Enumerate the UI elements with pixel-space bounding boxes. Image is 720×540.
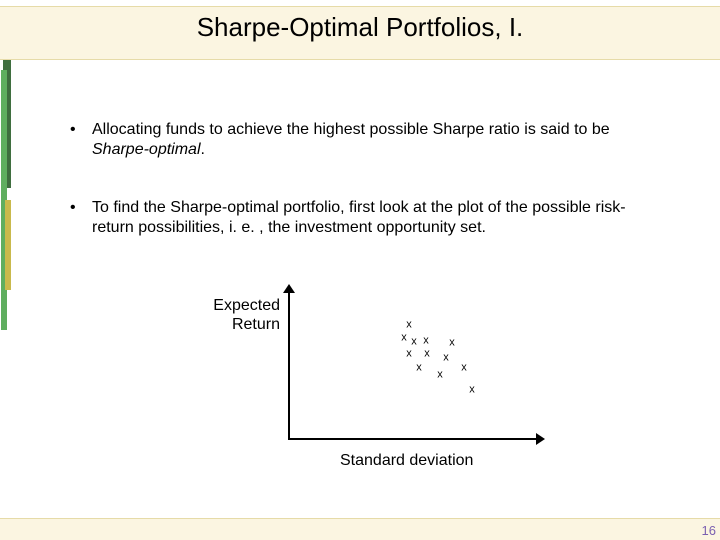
x-axis-label: Standard deviation: [340, 452, 473, 470]
x-axis-line: [288, 438, 538, 440]
bullet-dot: •: [70, 198, 92, 239]
bullet-body: To find the Sharpe-optimal portfolio, fi…: [92, 198, 660, 239]
scatter-point: x: [461, 363, 467, 374]
y-axis-line: [288, 290, 290, 440]
slide-title: Sharpe-Optimal Portfolios, I.: [0, 12, 720, 43]
bullet-text-post: .: [201, 141, 205, 158]
scatter-chart: ExpectedReturn Standard deviation xxxxxx…: [260, 290, 580, 470]
bullet-body: Allocating funds to achieve the highest …: [92, 120, 660, 161]
bullet-1: • Allocating funds to achieve the highes…: [70, 120, 660, 161]
page-number: 16: [702, 523, 716, 538]
scatter-point: x: [449, 338, 455, 349]
scatter-point: x: [406, 320, 412, 331]
footer-band: [0, 518, 720, 540]
scatter-point: x: [423, 336, 429, 347]
scatter-point: x: [443, 353, 449, 364]
scatter-point: x: [406, 349, 412, 360]
bullet-2: • To find the Sharpe-optimal portfolio, …: [70, 198, 660, 239]
scatter-point: x: [401, 333, 407, 344]
bullet-dot: •: [70, 120, 92, 161]
y-axis-label: ExpectedReturn: [180, 296, 280, 334]
scatter-point: x: [416, 363, 422, 374]
bullet-text-em: Sharpe-optimal: [92, 141, 201, 158]
scatter-point: x: [437, 370, 443, 381]
bullet-text-pre: Allocating funds to achieve the highest …: [92, 121, 610, 138]
left-decorative-stripe: [0, 0, 14, 540]
scatter-point: x: [411, 337, 417, 348]
x-axis-arrow-icon: [536, 433, 545, 445]
scatter-point: x: [469, 385, 475, 396]
scatter-point: x: [424, 349, 430, 360]
bullet-text-pre: To find the Sharpe-optimal portfolio, fi…: [92, 199, 626, 236]
